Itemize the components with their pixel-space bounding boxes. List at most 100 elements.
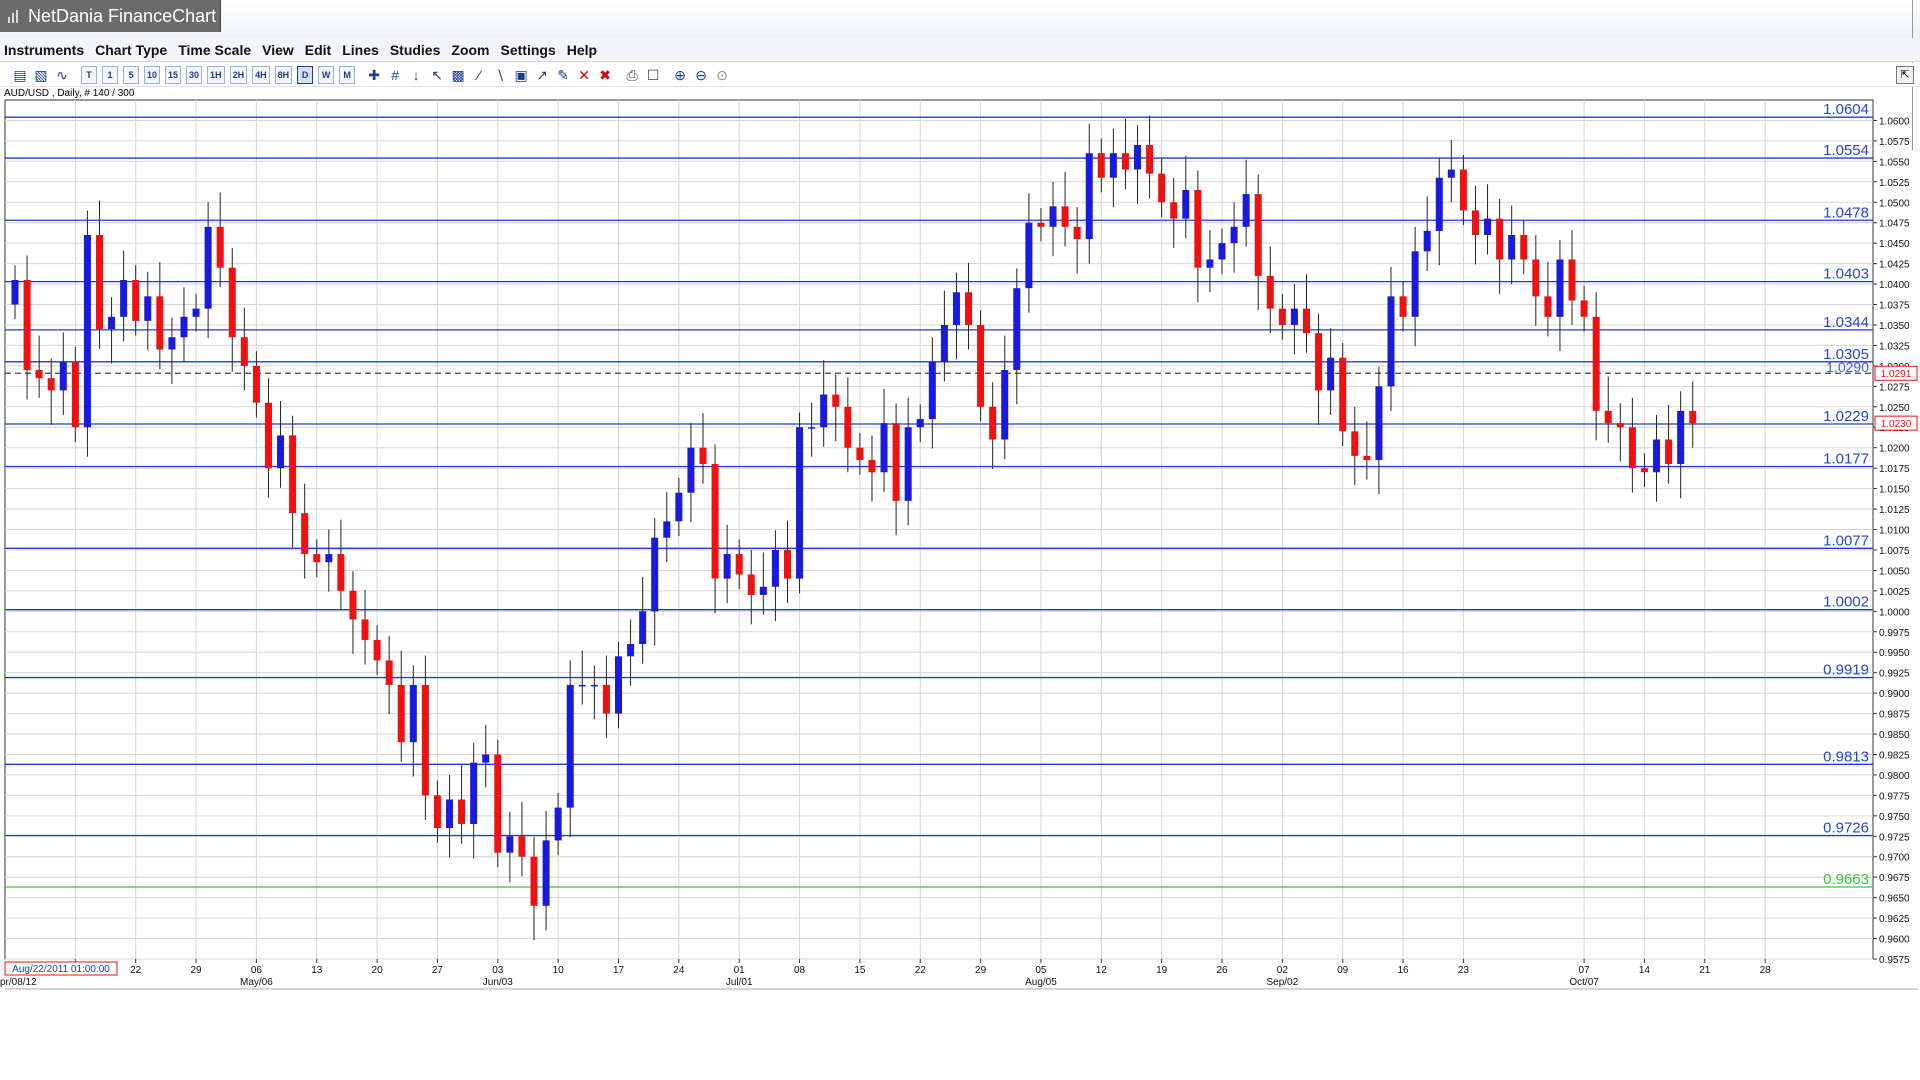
candle-down[interactable] [373, 639, 381, 661]
trend-tool-icon[interactable]: ↗ [536, 66, 548, 83]
candle-up[interactable] [820, 394, 828, 428]
candle-down[interactable] [1315, 333, 1323, 391]
candle-up[interactable] [1653, 439, 1661, 473]
candle-down[interactable] [1158, 173, 1166, 203]
candle-down[interactable] [1266, 275, 1274, 309]
candle-down[interactable] [289, 435, 297, 514]
zoom-in-icon[interactable]: ⊕ [674, 66, 686, 83]
preview-icon[interactable]: ☐ [646, 66, 660, 83]
timescale-daily-button[interactable]: D [297, 65, 314, 84]
candle-down[interactable] [1399, 296, 1407, 317]
candle-down[interactable] [458, 799, 466, 825]
candle-up[interactable] [1001, 369, 1009, 440]
pen-icon[interactable]: ✎ [557, 66, 569, 83]
menu-instruments[interactable]: Instruments [4, 41, 85, 58]
candle-down[interactable] [1194, 189, 1202, 268]
timescale-4h-button[interactable]: 4H [252, 65, 270, 84]
timescale-1min-button[interactable]: 1 [102, 65, 118, 84]
candle-down[interactable] [1278, 308, 1286, 325]
candle-up[interactable] [615, 656, 622, 714]
candle-down[interactable] [1121, 153, 1129, 170]
candle-up[interactable] [1049, 206, 1057, 227]
candle-down[interactable] [518, 836, 526, 857]
candle-down[interactable] [1170, 202, 1178, 219]
timescale-30min-button[interactable]: 30 [186, 65, 203, 84]
candle-up[interactable] [880, 423, 888, 473]
candle-down[interactable] [1604, 410, 1612, 424]
timescale-5min-button[interactable]: 5 [123, 65, 139, 84]
candle-up[interactable] [11, 279, 19, 305]
candle-down[interactable] [1146, 144, 1154, 174]
candle-down[interactable] [1351, 431, 1359, 456]
candle-up[interactable] [1387, 296, 1395, 387]
timescale-10min-button[interactable]: 10 [144, 65, 161, 84]
candle-down[interactable] [132, 279, 140, 321]
candle-down[interactable] [301, 513, 309, 555]
candle-up[interactable] [325, 554, 333, 563]
candle-down[interactable] [844, 406, 852, 448]
grid-icon[interactable]: # [391, 66, 399, 83]
candle-up[interactable] [1484, 218, 1492, 235]
candle-down[interactable] [856, 447, 864, 460]
bar-chart-icon[interactable]: ▧ [34, 66, 48, 83]
candle-up[interactable] [192, 308, 200, 317]
candle-up[interactable] [1677, 410, 1685, 465]
candle-down[interactable] [252, 365, 260, 403]
draw-arrow-icon[interactable]: ↓ [412, 66, 420, 83]
candle-up[interactable] [796, 427, 804, 579]
candle-up[interactable] [482, 754, 490, 763]
menu-chart-type[interactable]: Chart Type [95, 41, 168, 58]
candle-up[interactable] [578, 684, 586, 687]
candle-up[interactable] [108, 316, 116, 330]
menu-view[interactable]: View [262, 41, 294, 58]
candle-up[interactable] [675, 492, 683, 522]
candle-up[interactable] [204, 226, 212, 309]
candle-down[interactable] [530, 856, 538, 906]
candle-up[interactable] [663, 521, 671, 538]
candle-up[interactable] [1085, 153, 1093, 240]
candle-down[interactable] [1302, 308, 1310, 334]
candle-down[interactable] [1616, 423, 1624, 428]
candle-down[interactable] [337, 554, 345, 591]
candle-down[interactable] [1459, 169, 1467, 211]
candle-up[interactable] [1556, 259, 1564, 317]
candle-up[interactable] [1411, 251, 1419, 317]
candle-down[interactable] [35, 369, 43, 379]
fibonacci-icon[interactable]: ∕ [477, 66, 481, 83]
menu-zoom[interactable]: Zoom [451, 41, 490, 58]
timescale-weekly-button[interactable]: W [318, 65, 335, 84]
detach-window-button[interactable]: ⇱ [1896, 66, 1914, 84]
candle-down[interactable] [1037, 222, 1045, 227]
menu-edit[interactable]: Edit [304, 41, 332, 58]
candle-up[interactable] [1134, 144, 1142, 170]
candle-down[interactable] [965, 292, 973, 325]
candle-up[interactable] [566, 684, 574, 808]
candle-up[interactable] [916, 419, 924, 428]
candle-down[interactable] [494, 754, 502, 853]
candle-down[interactable] [47, 378, 55, 391]
candle-down[interactable] [602, 684, 610, 714]
candle-up[interactable] [759, 586, 767, 595]
candle-up[interactable] [952, 292, 960, 325]
candle-down[interactable] [1471, 210, 1479, 235]
candle-down[interactable] [783, 549, 791, 579]
candle-up[interactable] [1290, 308, 1298, 325]
candle-down[interactable] [1628, 427, 1636, 469]
zoom-out-icon[interactable]: ⊖ [695, 66, 707, 83]
candle-up[interactable] [1206, 259, 1214, 268]
draw-line-icon[interactable]: ↖ [431, 66, 443, 83]
candle-up[interactable] [59, 361, 67, 391]
candle-down[interactable] [1640, 468, 1648, 473]
candle-up[interactable] [542, 840, 550, 906]
candle-up[interactable] [83, 234, 91, 428]
candle-up[interactable] [277, 435, 285, 469]
timescale-tick-button[interactable]: T [81, 65, 97, 84]
candle-down[interactable] [1592, 316, 1600, 411]
candle-down[interactable] [1532, 259, 1540, 297]
candle-down[interactable] [71, 361, 79, 428]
candle-up[interactable] [1230, 226, 1238, 244]
candle-up[interactable] [120, 279, 128, 317]
candle-down[interactable] [1568, 259, 1576, 301]
candle-up[interactable] [928, 361, 936, 420]
candle-up[interactable] [651, 537, 659, 612]
